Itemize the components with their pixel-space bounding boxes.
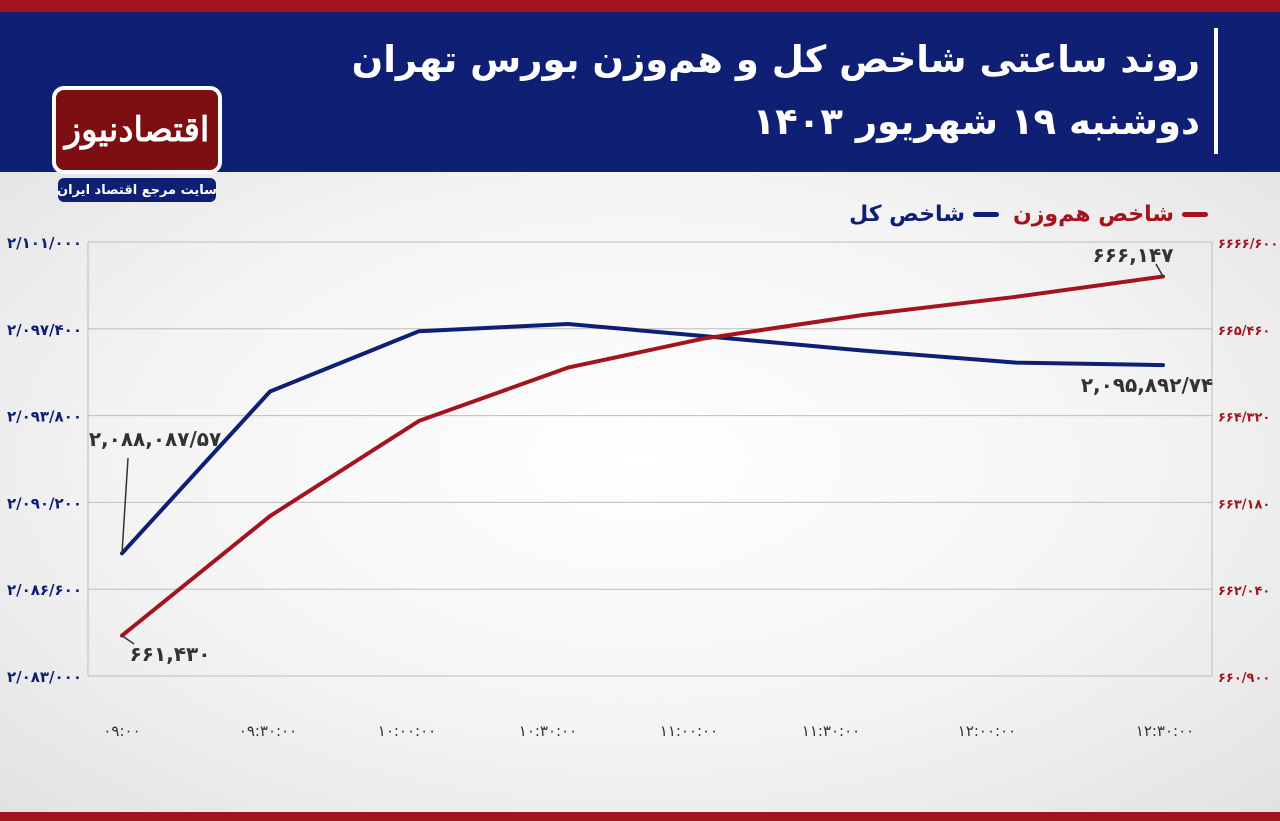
y-right-tick-label: ۶۶۲/۰۴۰: [1218, 584, 1270, 599]
brand-logo: اقتصادنیوز: [52, 86, 222, 174]
x-tick-label: ۱۰:۳۰:۰۰: [519, 722, 577, 740]
y-right-tick-label: ۶۶۴/۳۲۰: [1218, 411, 1270, 426]
y-left-tick-label: ۲/۰۹۰/۲۰۰: [7, 494, 82, 512]
top-accent-stripe: [0, 0, 1280, 12]
header-divider: [1214, 28, 1218, 154]
chart-title: روند ساعتی شاخص کل و هم‌وزن بورس تهران: [351, 38, 1200, 81]
legend-item-total: شاخص کل: [849, 202, 999, 227]
x-tick-label: ۰۹:۳۰:۰۰: [239, 722, 297, 740]
legend-label-equal: شاخص هم‌وزن: [1012, 202, 1174, 227]
y-left-tick-label: ۲/۰۹۷/۴۰۰: [7, 321, 82, 339]
leader-line: [1155, 263, 1164, 277]
y-left-tick-label: ۲/۰۹۳/۸۰۰: [7, 408, 82, 426]
y-left-tick-label: ۲/۰۸۳/۰۰۰: [7, 668, 82, 686]
series-line-equal: [120, 274, 1165, 638]
leader-line: [121, 457, 129, 554]
logo-wordmark: اقتصادنیوز: [64, 110, 210, 150]
x-tick-label: ۱۰:۰۰:۰۰: [378, 722, 436, 740]
y-right-tick-label: ۶۶۶۶/۶۰۰: [1218, 237, 1278, 252]
data-label-equal-end: ۶۶۶,۱۴۷: [1093, 243, 1174, 267]
x-tick-label: ۱۲:۳۰:۰۰: [1136, 722, 1194, 740]
x-tick-label: ۱۱:۳۰:۰۰: [802, 722, 860, 740]
legend-item-equal: شاخص هم‌وزن: [1013, 202, 1208, 227]
data-label-equal-start: ۶۶۱,۴۳۰: [130, 642, 211, 666]
data-label-total-end: ۲,۰۹۵,۸۹۲/۷۴: [1081, 373, 1213, 397]
logo-tagline: سایت مرجع اقتصاد ایران: [57, 178, 217, 202]
y-right-tick-label: ۶۶۳/۱۸۰: [1218, 497, 1270, 512]
y-right-tick-label: ۶۶۵/۴۶۰: [1218, 324, 1270, 339]
x-tick-label: ۱۱:۰۰:۰۰: [660, 722, 718, 740]
series-line-total: [120, 322, 1165, 556]
leader-line: [121, 635, 135, 645]
chart-subtitle: دوشنبه ۱۹ شهریور ۱۴۰۳: [752, 100, 1200, 143]
x-tick-label: ۱۲:۰۰:۰۰: [958, 722, 1016, 740]
bottom-accent-stripe: [0, 812, 1280, 821]
chart-legend: شاخص هم‌وزن شاخص کل: [849, 202, 1208, 227]
legend-swatch-equal: [1182, 212, 1208, 217]
y-right-tick-label: ۶۶۰/۹۰۰: [1218, 671, 1270, 686]
legend-swatch-total: [972, 212, 999, 217]
data-label-total-start: ۲,۰۸۸,۰۸۷/۵۷: [89, 427, 221, 451]
y-left-tick-label: ۲/۰۸۶/۶۰۰: [7, 581, 82, 599]
x-tick-label: ۰۹:۰۰: [103, 722, 140, 740]
plot-background: [0, 172, 1280, 812]
y-left-tick-label: ۲/۱۰۱/۰۰۰: [7, 234, 82, 252]
legend-label-total: شاخص کل: [849, 202, 965, 227]
